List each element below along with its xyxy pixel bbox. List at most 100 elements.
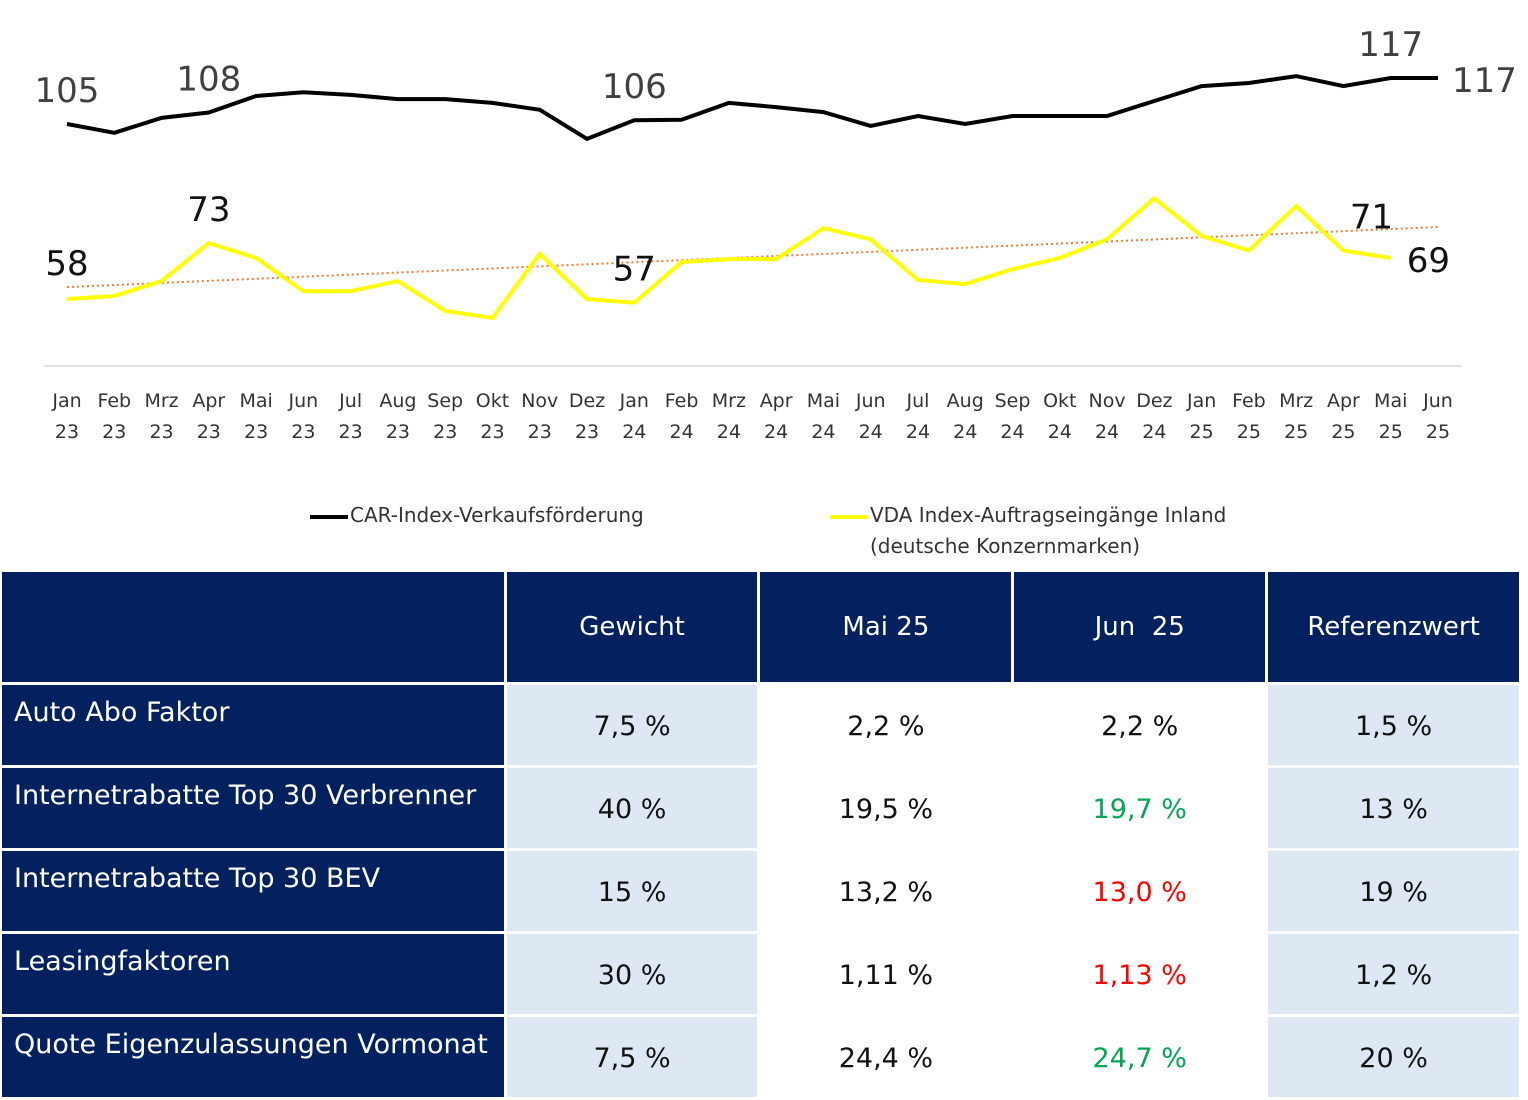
x-tick-label: Feb (97, 390, 131, 412)
x-tick-label: Aug (379, 390, 416, 412)
x-tick-label: Nov (1089, 390, 1126, 412)
table-row: Quote Eigenzulassungen Vormonat 7,5 % 24,4… (2, 1017, 1519, 1097)
cell-jun: 13,0 % (1014, 851, 1266, 931)
x-tick-label: Jun (855, 390, 886, 412)
cell-gewicht: 7,5 % (506, 1017, 758, 1097)
x-tick-label: Sep (427, 390, 463, 412)
cell-mai: 1,11 % (760, 934, 1012, 1014)
x-tick-label: 25 (1331, 421, 1355, 443)
row-label: Quote Eigenzulassungen Vormonat (2, 1017, 504, 1097)
x-tick-label: 23 (433, 421, 457, 443)
cell-mai: 13,2 % (760, 851, 1012, 931)
x-tick-label: Apr (760, 390, 793, 412)
data-label-vda: 73 (187, 190, 230, 230)
x-tick-label: 24 (953, 421, 977, 443)
x-tick-label: 23 (55, 421, 79, 443)
x-tick-label: Mai (239, 390, 272, 412)
data-label-vda: 71 (1350, 198, 1393, 238)
cell-referenzwert: 1,2 % (1268, 934, 1519, 1014)
x-tick-label: Okt (1043, 390, 1076, 412)
row-label: Auto Abo Faktor (2, 685, 504, 765)
x-tick-label: Mai (807, 390, 840, 412)
legend-item-car: CAR-Index-Verkaufsförderung (310, 500, 644, 531)
x-tick-label: 25 (1237, 421, 1261, 443)
x-tick-label: 24 (622, 421, 646, 443)
x-tick-label: 24 (1048, 421, 1072, 443)
x-tick-label: Apr (1327, 390, 1360, 412)
line-chart: Jan 23 Feb 23 Mrz 23 Apr 23 Mai 23 Jun 23 Jul 23 Aug 23… (35, 25, 1517, 443)
cell-gewicht: 15 % (506, 851, 758, 931)
cell-jun: 19,7 % (1014, 768, 1266, 848)
cell-referenzwert: 19 % (1268, 851, 1519, 931)
x-tick-label: Sep (995, 390, 1031, 412)
x-tick-label: Apr (192, 390, 225, 412)
x-tick-label: 24 (717, 421, 741, 443)
x-tick-label: Mrz (1279, 390, 1313, 412)
cell-jun: 24,7 % (1014, 1017, 1266, 1097)
x-tick-label: 24 (1142, 421, 1166, 443)
cell-jun: 2,2 % (1014, 685, 1266, 765)
x-tick-label: 24 (906, 421, 930, 443)
legend-label-car: CAR-Index-Verkaufsförderung (350, 503, 644, 527)
x-tick-label: Jan (619, 390, 649, 412)
legend-item-vda: VDA Index-Auftragseingänge Inland (deuts… (830, 500, 1226, 562)
header-mai: Mai 25 (760, 572, 1012, 682)
x-tick-label: 25 (1190, 421, 1214, 443)
x-tick-label: 25 (1379, 421, 1403, 443)
cell-mai: 24,4 % (760, 1017, 1012, 1097)
data-label-car: 105 (35, 71, 100, 111)
x-tick-label: 23 (480, 421, 504, 443)
cell-referenzwert: 1,5 % (1268, 685, 1519, 765)
x-tick-label: Jun (1422, 390, 1453, 412)
x-tick-label: Feb (665, 390, 699, 412)
x-tick-label: 24 (811, 421, 835, 443)
x-tick-label: 23 (149, 421, 173, 443)
series-line-car (66, 74, 1438, 142)
data-label-car: 117 (1452, 61, 1517, 101)
data-label-vda: 57 (613, 250, 656, 290)
x-tick-label: Dez (1136, 390, 1172, 412)
table-row: Internetrabatte Top 30 Verbrenner 40 % 19,… (2, 768, 1519, 848)
x-tick-label: Jul (905, 390, 929, 412)
data-label-car: 106 (602, 67, 667, 107)
cell-gewicht: 7,5 % (506, 685, 758, 765)
cell-jun: 1,13 % (1014, 934, 1266, 1014)
x-tick-label: Jun (288, 390, 319, 412)
legend-swatch-vda (830, 514, 868, 519)
table-row: Auto Abo Faktor 7,5 % 2,2 % 2,2 % 1,5 % (2, 685, 1519, 765)
x-tick-label: 23 (339, 421, 363, 443)
x-tick-label: 23 (244, 421, 268, 443)
header-gewicht: Gewicht (506, 572, 758, 682)
x-tick-label: Okt (476, 390, 509, 412)
table-header-row: Gewicht Mai 25 Jun 25 Referenzwert (2, 572, 1519, 682)
x-tick-label: 23 (386, 421, 410, 443)
legend-swatch-car (310, 514, 348, 519)
x-tick-label: Mrz (144, 390, 178, 412)
x-tick-label: Feb (1232, 390, 1266, 412)
x-tick-label: 24 (669, 421, 693, 443)
x-tick-label: 24 (1000, 421, 1024, 443)
cell-referenzwert: 13 % (1268, 768, 1519, 848)
cell-mai: 19,5 % (760, 768, 1012, 848)
header-empty (2, 572, 504, 682)
row-label: Leasingfaktoren (2, 934, 504, 1014)
x-tick-label: 24 (764, 421, 788, 443)
data-label-vda: 69 (1407, 241, 1450, 281)
x-tick-label: Jan (1186, 390, 1216, 412)
cell-gewicht: 40 % (506, 768, 758, 848)
x-tick-label: 25 (1426, 421, 1450, 443)
x-tick-label: Mai (1374, 390, 1407, 412)
x-tick-label: Nov (521, 390, 558, 412)
series-line-vda (66, 195, 1392, 321)
header-jun: Jun 25 (1014, 572, 1266, 682)
x-tick-label: Dez (569, 390, 605, 412)
row-label: Internetrabatte Top 30 BEV (2, 851, 504, 931)
x-tick-label: 24 (859, 421, 883, 443)
x-tick-label: 24 (1095, 421, 1119, 443)
x-tick-label: Aug (947, 390, 984, 412)
x-tick-label: Jul (338, 390, 362, 412)
table-row: Leasingfaktoren 30 % 1,11 % 1,13 % 1,2 % (2, 934, 1519, 1014)
cell-referenzwert: 20 % (1268, 1017, 1519, 1097)
x-tick-label: 23 (528, 421, 552, 443)
cell-mai: 2,2 % (760, 685, 1012, 765)
